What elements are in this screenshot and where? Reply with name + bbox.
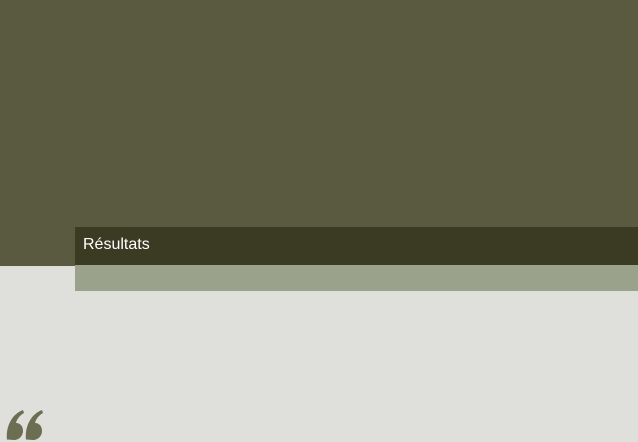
slide-title: Résultats [83,236,150,253]
title-bar: Résultats [75,227,638,265]
opening-quote-icon [6,410,43,440]
top-panel [0,0,638,266]
accent-bar [75,265,638,291]
